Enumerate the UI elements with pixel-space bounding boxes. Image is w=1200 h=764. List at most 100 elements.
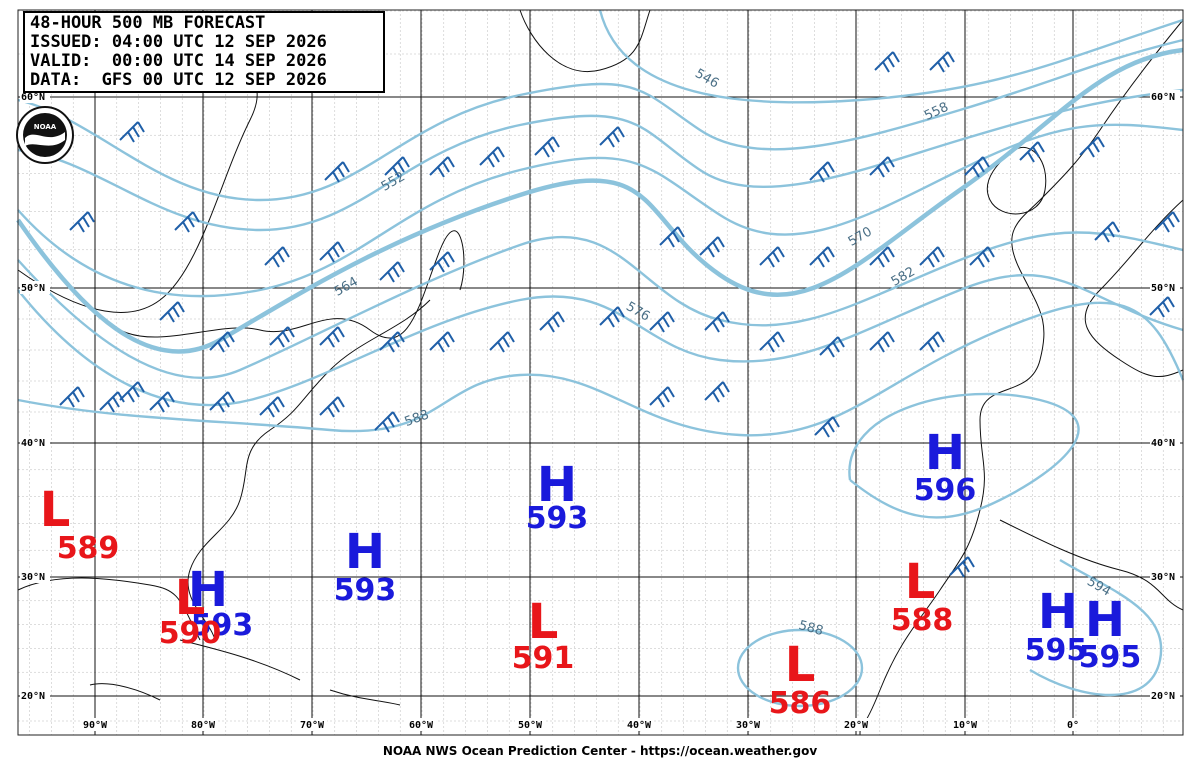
longitude-label: 0° — [1067, 720, 1079, 731]
latitude-label: 60°N — [21, 92, 45, 103]
wind-barb — [319, 241, 345, 263]
labels: 60°N 60°N 50°N 50°N 40°N 40°N 30°N 30°N 20°N 20°N… — [20, 66, 1180, 731]
wind-barb — [809, 161, 835, 183]
latitude-label: 20°N — [1151, 691, 1175, 702]
center-symbol: H — [345, 524, 385, 580]
center-symbol: H — [537, 457, 577, 513]
contour-line — [17, 38, 1184, 202]
wind-barb — [149, 391, 175, 413]
latitude-label: 20°N — [21, 691, 45, 702]
wind-barb — [759, 331, 785, 353]
wind-barb — [119, 121, 145, 143]
wind-barb — [814, 416, 840, 438]
longitude-label: 10°W — [953, 720, 978, 731]
wind-barb — [479, 146, 505, 168]
center-value: 591 — [512, 641, 575, 676]
contour-line — [848, 392, 1080, 519]
wind-barb — [704, 311, 730, 333]
header-line: DATA: GFS 00 UTC 12 SEP 2026 — [30, 70, 327, 90]
latitude-label: 40°N — [1151, 438, 1175, 449]
center-value: 593 — [191, 608, 254, 643]
label-bg — [20, 570, 50, 583]
longitude-label: 20°W — [844, 720, 869, 731]
contour-line — [1029, 558, 1163, 697]
wind-barb — [919, 246, 945, 268]
wind-barb — [429, 156, 455, 178]
center-symbol: H — [1038, 584, 1078, 640]
wind-barb — [969, 246, 995, 268]
wind-barb — [384, 156, 410, 178]
center-value: 595 — [1079, 640, 1142, 675]
wind-barb — [319, 396, 345, 418]
longitude-label: 70°W — [300, 720, 325, 731]
contour-line — [16, 47, 1184, 354]
label-bg — [841, 718, 871, 731]
label-bg — [80, 718, 110, 731]
header-line: 48-HOUR 500 MB FORECAST — [30, 13, 265, 33]
center-symbol: H — [188, 562, 228, 618]
coastlines — [17, 9, 1184, 736]
wind-barb — [269, 326, 295, 348]
wind-barb — [809, 246, 835, 268]
wind-barb — [919, 331, 945, 353]
latitude-label: 30°N — [1151, 572, 1175, 583]
center-symbol: H — [1085, 592, 1125, 648]
label-bg — [1150, 90, 1180, 103]
wind-barb — [379, 331, 405, 353]
wind-barb — [159, 301, 185, 323]
label-bg — [1150, 281, 1180, 294]
wind-barb — [429, 331, 455, 353]
center-value: 586 — [769, 686, 832, 721]
contour-line — [17, 88, 1184, 232]
center-value: 588 — [891, 603, 954, 638]
wind-barb — [259, 396, 285, 418]
label-bg — [1058, 718, 1088, 731]
wind-barb — [1019, 141, 1045, 163]
wind-barb — [1079, 136, 1105, 158]
label-bg — [624, 718, 654, 731]
longitude-label: 90°W — [83, 720, 108, 731]
center-symbol: L — [905, 554, 936, 610]
wind-barb — [759, 246, 785, 268]
label-bg — [20, 436, 50, 449]
label-bg — [297, 718, 327, 731]
latitude-label: 60°N — [1151, 92, 1175, 103]
wind-barb — [704, 381, 730, 403]
contour-line — [598, 9, 1184, 104]
center-value: 590 — [159, 616, 222, 651]
wind-barb — [699, 236, 725, 258]
wind-barb — [1094, 221, 1120, 243]
label-bg — [950, 718, 980, 731]
label-bg — [406, 718, 436, 731]
center-symbol: L — [528, 594, 559, 650]
wind-barb — [964, 156, 990, 178]
wind-barb — [869, 156, 895, 178]
contour-line — [17, 301, 1185, 437]
wind-barbs — [59, 51, 1180, 578]
latitude-label: 50°N — [1151, 283, 1175, 294]
footer: NOAA NWS Ocean Prediction Center - https… — [383, 744, 817, 758]
wind-barb — [209, 391, 235, 413]
center-symbol: L — [175, 570, 206, 626]
center-symbol: L — [40, 482, 71, 538]
label-bg — [515, 718, 545, 731]
wind-barb — [649, 386, 675, 408]
wind-barb — [929, 51, 955, 73]
wind-barb — [324, 161, 350, 183]
longitude-label: 80°W — [191, 720, 216, 731]
wind-barb — [1149, 296, 1175, 318]
coast-caribbean — [89, 639, 401, 706]
header-line: ISSUED: 04:00 UTC 12 SEP 2026 — [30, 32, 327, 52]
label-bg — [1150, 570, 1180, 583]
center-value: 596 — [914, 473, 977, 508]
wind-barb — [869, 331, 895, 353]
wind-barb — [874, 51, 900, 73]
label-bg — [20, 689, 50, 702]
wind-barb — [379, 261, 405, 283]
longitude-label: 40°W — [627, 720, 652, 731]
label-bg — [1150, 436, 1180, 449]
center-symbol: H — [925, 425, 965, 481]
contour-line — [736, 628, 864, 708]
